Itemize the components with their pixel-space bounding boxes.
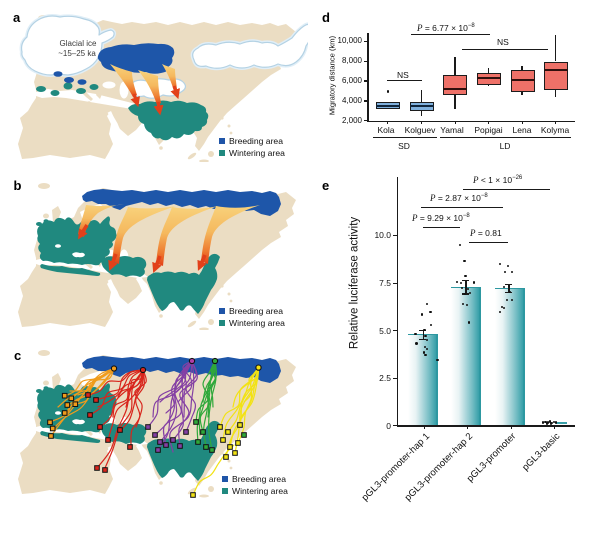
svg-text:~15–25 ka: ~15–25 ka — [58, 49, 96, 58]
svg-text:Glacial ice: Glacial ice — [60, 39, 97, 48]
